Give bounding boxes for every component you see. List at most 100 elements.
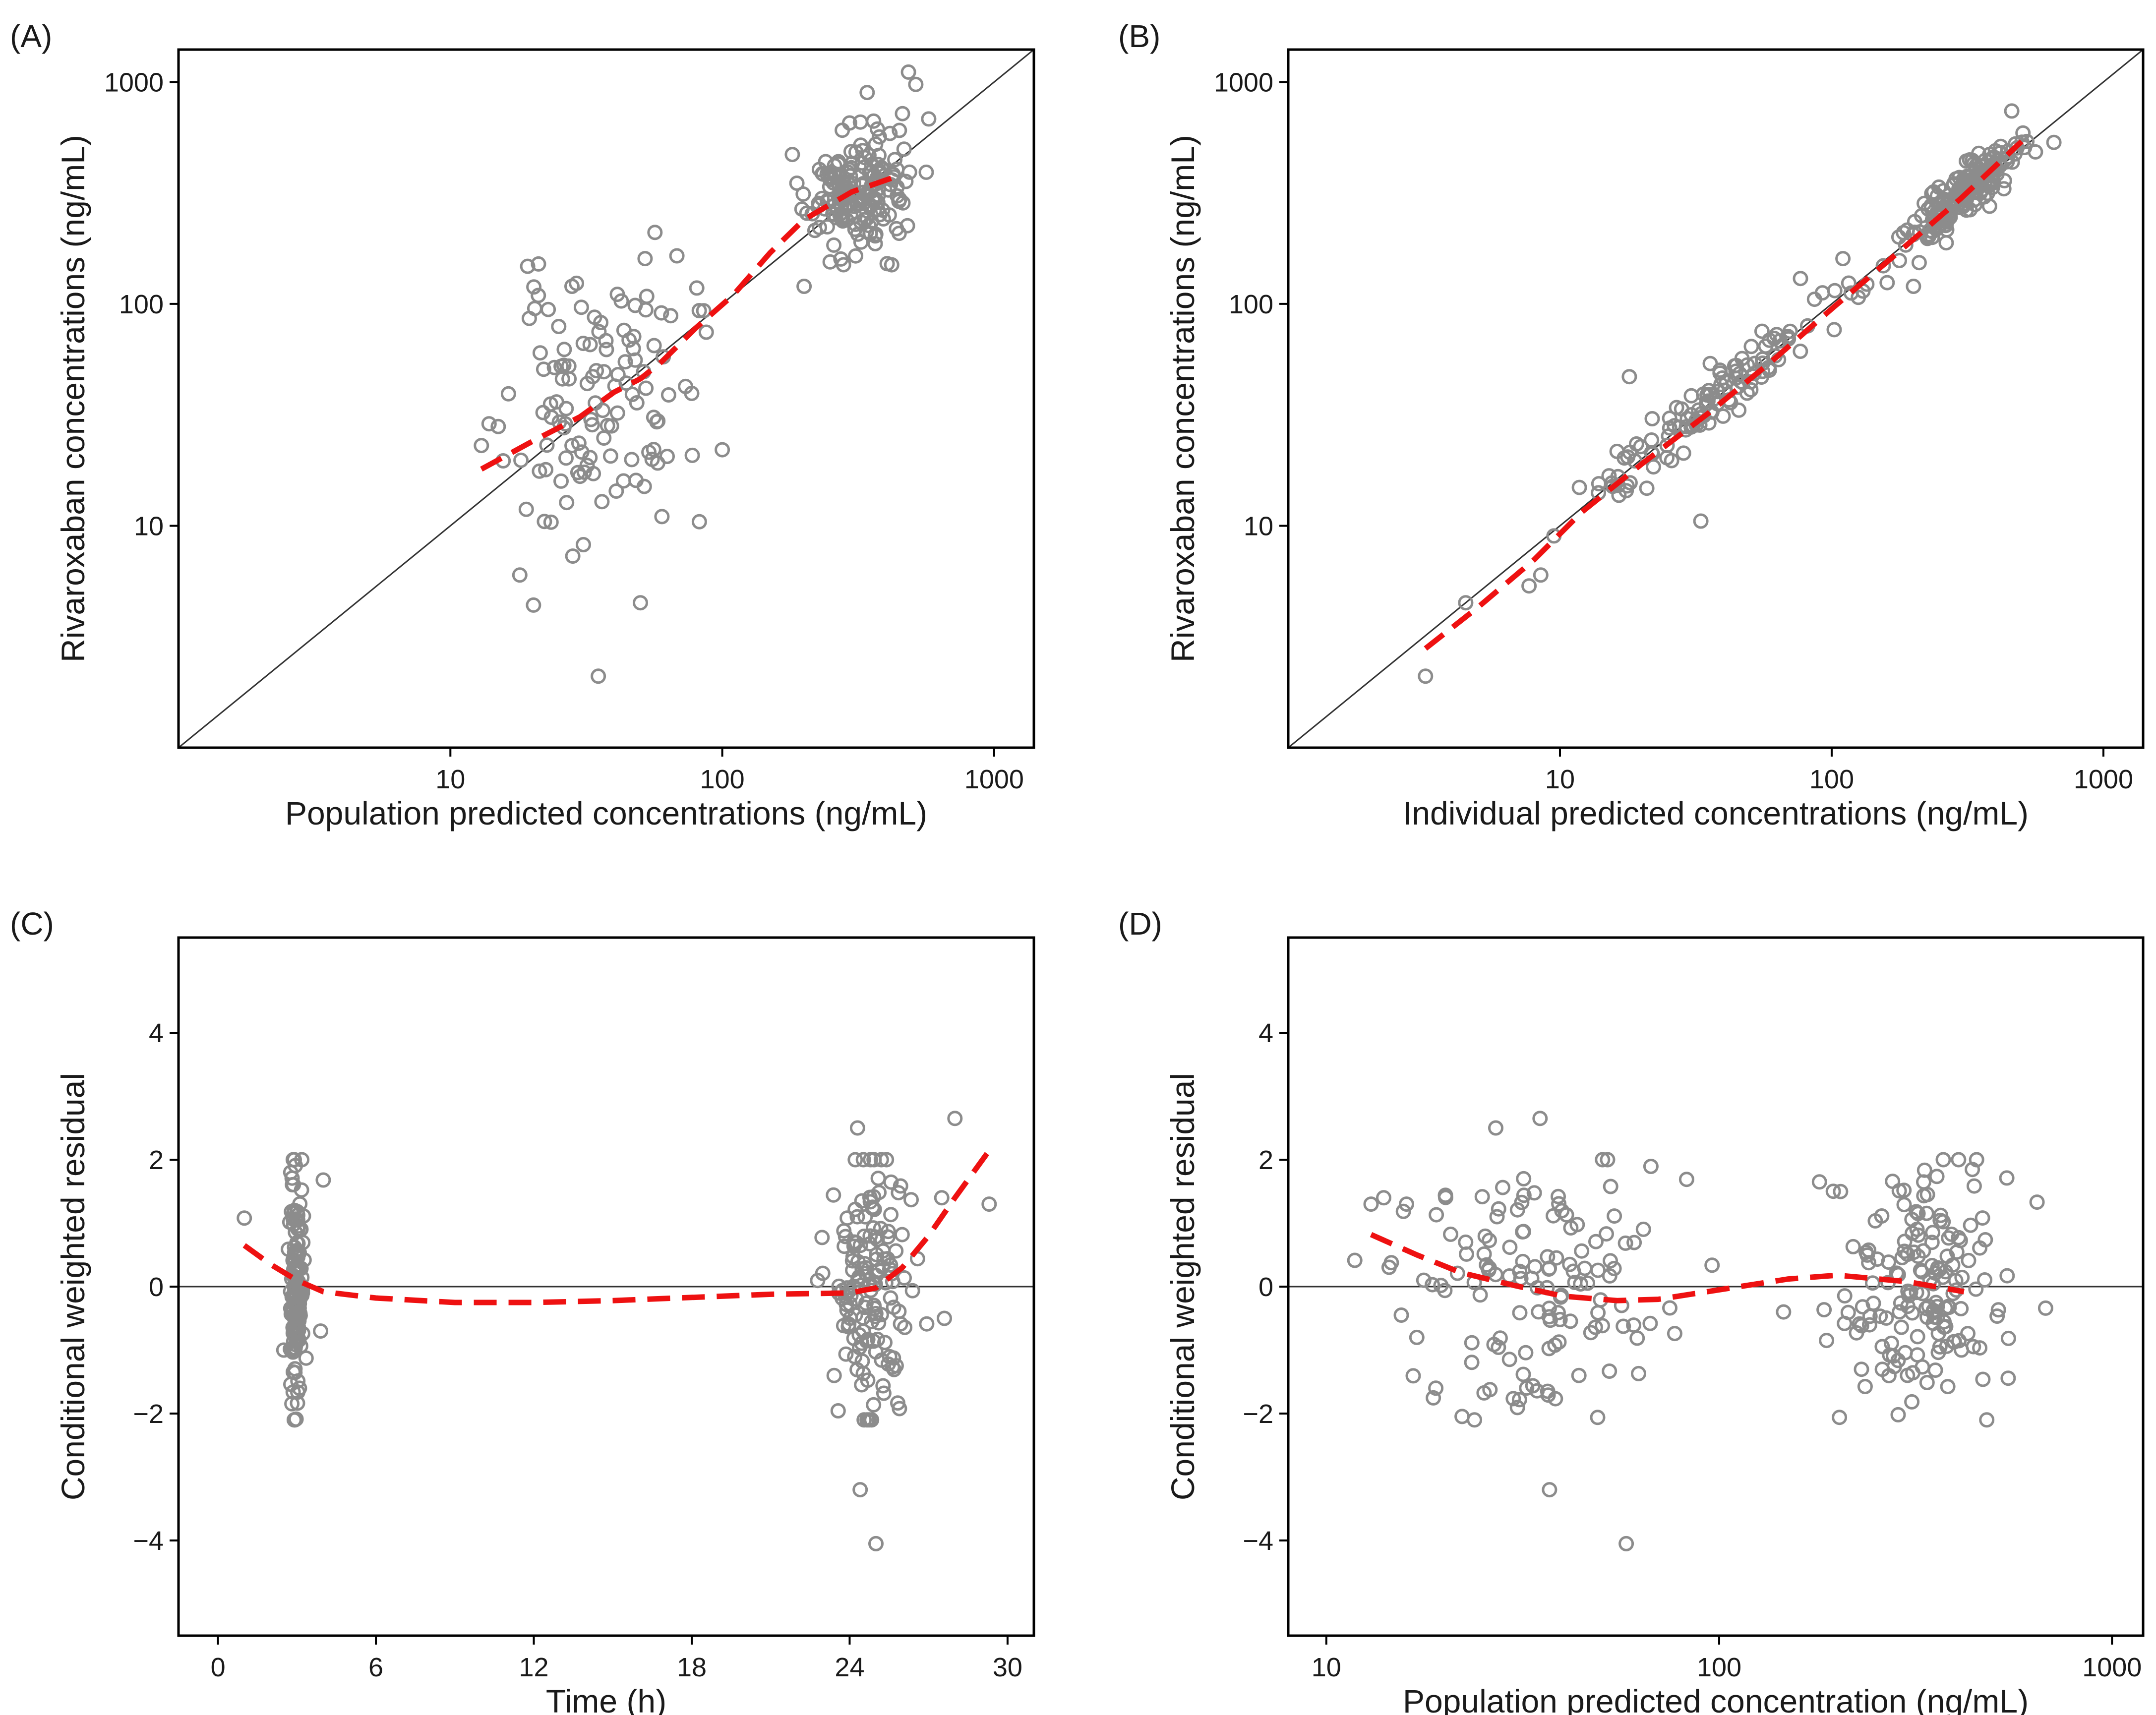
data-point bbox=[861, 1412, 877, 1428]
data-point bbox=[896, 141, 912, 157]
data-point bbox=[481, 416, 497, 432]
data-point bbox=[1574, 1243, 1590, 1259]
data-point bbox=[847, 1152, 863, 1168]
x-tick-label: 100 bbox=[1697, 1653, 1741, 1682]
data-point bbox=[289, 1286, 304, 1302]
data-point bbox=[796, 279, 812, 294]
data-point bbox=[633, 595, 648, 611]
data-point bbox=[1816, 1302, 1832, 1318]
data-point bbox=[1854, 1361, 1869, 1377]
data-point bbox=[891, 1185, 906, 1201]
data-point bbox=[1418, 668, 1434, 684]
data-point bbox=[609, 405, 625, 421]
data-point bbox=[624, 452, 640, 468]
data-point bbox=[538, 462, 554, 477]
data-point bbox=[1999, 1170, 2015, 1186]
data-point bbox=[1502, 1240, 1518, 1255]
data-point bbox=[1826, 322, 1842, 338]
data-point bbox=[1644, 411, 1660, 426]
data-point bbox=[870, 187, 886, 203]
data-point bbox=[904, 1283, 920, 1299]
data-point bbox=[1916, 1243, 1931, 1259]
y-tick-label: 0 bbox=[1258, 1272, 1273, 1302]
x-tick-label: 10 bbox=[1312, 1653, 1341, 1682]
data-point bbox=[846, 1239, 862, 1254]
data-point bbox=[1600, 1152, 1616, 1168]
data-point bbox=[937, 1310, 952, 1326]
data-point bbox=[582, 450, 598, 466]
data-point bbox=[848, 248, 864, 264]
data-point bbox=[921, 111, 937, 127]
data-point bbox=[1533, 567, 1549, 583]
data-point bbox=[1865, 1275, 1880, 1291]
data-point bbox=[512, 567, 528, 583]
data-point bbox=[869, 121, 885, 137]
data-point bbox=[1626, 1235, 1642, 1250]
data-point bbox=[1551, 1188, 1566, 1204]
data-point bbox=[1605, 478, 1620, 494]
data-point bbox=[1996, 173, 2012, 188]
data-point bbox=[1872, 1308, 1888, 1324]
y-tick-label: 4 bbox=[149, 1018, 164, 1048]
data-point bbox=[543, 514, 559, 530]
data-point bbox=[934, 1190, 950, 1206]
data-point bbox=[854, 1377, 870, 1393]
data-point bbox=[532, 463, 547, 479]
data-point bbox=[575, 336, 591, 352]
data-point bbox=[638, 302, 654, 318]
data-point bbox=[1819, 1333, 1835, 1349]
data-point bbox=[1409, 1329, 1425, 1345]
data-point bbox=[558, 401, 574, 416]
data-point bbox=[292, 1196, 308, 1212]
data-point bbox=[647, 225, 663, 240]
data-points bbox=[474, 64, 937, 684]
data-point bbox=[1516, 1171, 1532, 1186]
data-point bbox=[1933, 1207, 1949, 1223]
data-point bbox=[1942, 209, 1958, 225]
data-point bbox=[888, 1243, 904, 1259]
data-point bbox=[1999, 1268, 2015, 1284]
x-tick-label: 12 bbox=[519, 1653, 548, 1682]
data-point bbox=[1595, 1318, 1610, 1334]
data-point bbox=[1874, 1208, 1890, 1224]
data-point bbox=[1704, 1257, 1720, 1273]
data-point bbox=[887, 152, 903, 168]
y-tick-label: −4 bbox=[1243, 1526, 1273, 1556]
data-point bbox=[849, 1209, 865, 1225]
data-point bbox=[1514, 1194, 1530, 1210]
y-tick-label: 1000 bbox=[1214, 67, 1273, 97]
data-point bbox=[1588, 1234, 1604, 1249]
data-point bbox=[850, 226, 866, 242]
data-point bbox=[840, 1319, 856, 1335]
data-point bbox=[1437, 1189, 1453, 1205]
data-point bbox=[1951, 1152, 1967, 1168]
data-point bbox=[919, 1316, 935, 1332]
data-point bbox=[1945, 1257, 1961, 1273]
data-point bbox=[521, 310, 537, 326]
data-point bbox=[636, 478, 652, 494]
data-point bbox=[849, 1120, 865, 1136]
data-point bbox=[880, 1224, 896, 1240]
data-point bbox=[1849, 1325, 1864, 1341]
data-point bbox=[1962, 152, 1977, 168]
data-point bbox=[1449, 1265, 1465, 1281]
data-point bbox=[1516, 1224, 1531, 1240]
data-point bbox=[1363, 1196, 1379, 1212]
x-tick-label: 10 bbox=[1545, 765, 1575, 794]
data-point bbox=[1606, 1261, 1622, 1276]
data-point bbox=[1459, 1246, 1474, 1262]
data-point bbox=[2029, 1194, 2045, 1210]
data-point bbox=[879, 1152, 895, 1168]
x-tick-label: 18 bbox=[677, 1653, 707, 1682]
data-point bbox=[1542, 1482, 1557, 1498]
data-point bbox=[276, 1342, 292, 1358]
data-point bbox=[868, 1536, 884, 1551]
panel-label: (B) bbox=[1118, 18, 1160, 54]
data-point bbox=[826, 1187, 841, 1203]
data-point bbox=[583, 412, 599, 427]
data-point bbox=[873, 1152, 889, 1168]
data-point bbox=[1910, 1329, 1925, 1345]
data-point bbox=[474, 438, 489, 454]
data-point bbox=[1674, 401, 1689, 417]
data-point bbox=[1698, 396, 1714, 412]
